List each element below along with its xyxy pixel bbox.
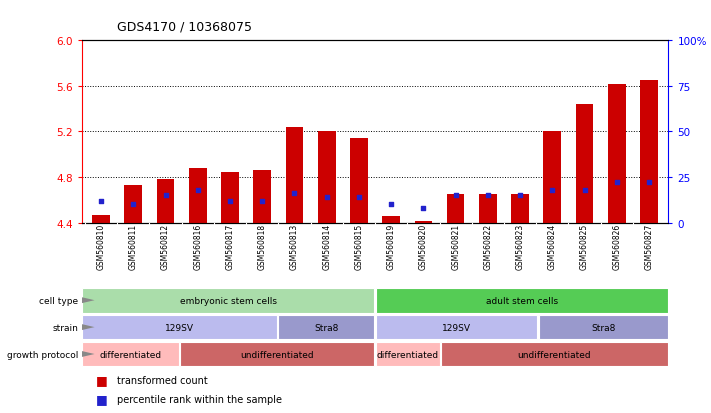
Bar	[189, 169, 207, 223]
Point	[95, 198, 107, 204]
FancyBboxPatch shape	[82, 342, 179, 366]
Point	[289, 191, 300, 197]
FancyBboxPatch shape	[180, 342, 375, 366]
Text: percentile rank within the sample: percentile rank within the sample	[117, 394, 282, 404]
Bar	[608, 85, 626, 223]
Text: growth protocol: growth protocol	[7, 350, 78, 358]
Text: GSM560823: GSM560823	[515, 223, 525, 269]
Point	[257, 198, 268, 204]
Text: 129SV: 129SV	[165, 323, 194, 332]
Point	[611, 180, 622, 186]
Bar	[415, 222, 432, 223]
Bar	[511, 195, 529, 223]
Text: GSM560815: GSM560815	[355, 223, 363, 269]
Bar	[543, 132, 561, 223]
Text: GSM560827: GSM560827	[644, 223, 653, 269]
Text: GSM560820: GSM560820	[419, 223, 428, 269]
Text: GSM560812: GSM560812	[161, 223, 170, 269]
Point	[192, 187, 203, 194]
Bar	[92, 215, 110, 223]
Text: 129SV: 129SV	[442, 323, 471, 332]
Text: cell type: cell type	[39, 296, 78, 305]
FancyBboxPatch shape	[539, 315, 668, 339]
Text: transformed count: transformed count	[117, 375, 208, 385]
Bar	[318, 132, 336, 223]
Bar	[479, 195, 497, 223]
Point	[385, 202, 397, 208]
Bar	[286, 128, 304, 223]
Text: GSM560811: GSM560811	[129, 223, 138, 269]
Text: undifferentiated: undifferentiated	[240, 350, 314, 358]
Point	[579, 187, 590, 194]
Text: GSM560822: GSM560822	[483, 223, 492, 269]
Text: Stra8: Stra8	[314, 323, 338, 332]
Bar	[447, 195, 464, 223]
Polygon shape	[82, 324, 95, 330]
Text: GSM560810: GSM560810	[97, 223, 106, 269]
FancyBboxPatch shape	[278, 315, 375, 339]
Bar	[156, 180, 174, 223]
Text: GDS4170 / 10368075: GDS4170 / 10368075	[117, 20, 252, 33]
Text: GSM560825: GSM560825	[580, 223, 589, 269]
Text: GSM560816: GSM560816	[193, 223, 203, 269]
Bar	[221, 173, 239, 223]
Bar	[124, 185, 142, 223]
Point	[160, 192, 171, 199]
Bar	[576, 105, 594, 223]
FancyBboxPatch shape	[82, 315, 277, 339]
Point	[514, 192, 525, 199]
Point	[482, 192, 493, 199]
Text: embryonic stem cells: embryonic stem cells	[180, 296, 277, 305]
Bar	[350, 139, 368, 223]
Polygon shape	[82, 297, 95, 304]
Text: GSM560826: GSM560826	[612, 223, 621, 269]
FancyBboxPatch shape	[375, 342, 439, 366]
FancyBboxPatch shape	[375, 288, 668, 313]
Bar	[253, 171, 271, 223]
Polygon shape	[82, 351, 95, 357]
Point	[321, 194, 333, 201]
Point	[128, 202, 139, 208]
Point	[225, 198, 236, 204]
Point	[643, 180, 655, 186]
FancyBboxPatch shape	[82, 288, 375, 313]
Text: strain: strain	[53, 323, 78, 332]
Text: GSM560817: GSM560817	[225, 223, 235, 269]
Text: GSM560818: GSM560818	[258, 223, 267, 269]
Text: ■: ■	[96, 373, 108, 387]
Text: Stra8: Stra8	[591, 323, 615, 332]
Bar	[640, 81, 658, 223]
FancyBboxPatch shape	[375, 315, 538, 339]
Text: differentiated: differentiated	[100, 350, 161, 358]
Text: ■: ■	[96, 392, 108, 405]
Text: GSM560814: GSM560814	[322, 223, 331, 269]
Text: undifferentiated: undifferentiated	[518, 350, 591, 358]
Point	[450, 192, 461, 199]
Bar	[383, 216, 400, 223]
Text: GSM560824: GSM560824	[547, 223, 557, 269]
Text: adult stem cells: adult stem cells	[486, 296, 557, 305]
Text: GSM560821: GSM560821	[451, 223, 460, 269]
Point	[353, 194, 365, 201]
Text: GSM560813: GSM560813	[290, 223, 299, 269]
FancyBboxPatch shape	[441, 342, 668, 366]
Text: differentiated: differentiated	[377, 350, 439, 358]
Point	[547, 187, 558, 194]
Point	[417, 205, 429, 212]
Text: GSM560819: GSM560819	[387, 223, 395, 269]
